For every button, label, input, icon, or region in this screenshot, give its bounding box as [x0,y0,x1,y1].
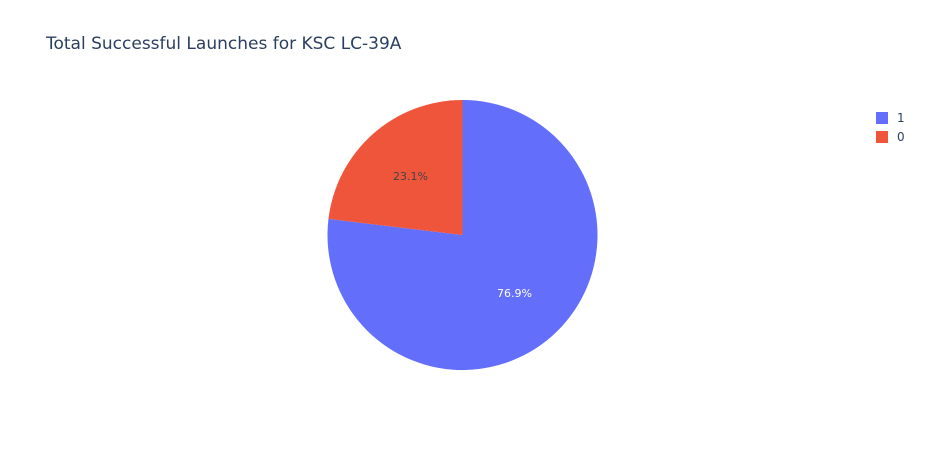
legend-swatch-0 [876,130,888,143]
legend-label-1: 1 [897,110,905,125]
chart-title: Total Successful Launches for KSC LC-39A [46,34,402,54]
slice-label-1: 76.9% [497,287,532,300]
legend-swatch-1 [876,111,888,124]
pie-slice-1[interactable] [327,100,598,370]
legend-item-0[interactable]: 0 [876,127,905,146]
legend: 1 0 [876,108,905,146]
legend-label-0: 0 [897,129,905,144]
pie-slice-0[interactable] [328,100,463,235]
slice-label-0: 23.1% [393,170,428,183]
legend-item-1[interactable]: 1 [876,108,905,127]
